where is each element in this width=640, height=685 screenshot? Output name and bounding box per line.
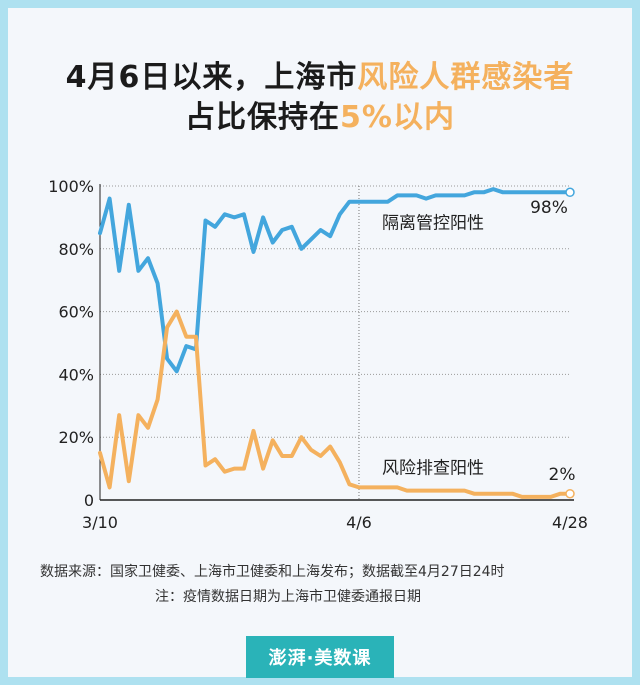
x-tick-label: 3/10 bbox=[82, 513, 118, 532]
series-name-label: 隔离管控阳性 bbox=[382, 214, 484, 234]
x-tick-label: 4/6 bbox=[346, 513, 372, 532]
series-end-marker bbox=[565, 488, 575, 499]
title-text: 4月6日以来，上海市 bbox=[65, 60, 358, 95]
y-tick-label: 20% bbox=[58, 428, 94, 447]
y-tick-label: 80% bbox=[58, 240, 94, 259]
data-source-note: 数据来源：国家卫健委、上海市卫健委和上海发布；数据截至4月27日24时 bbox=[40, 564, 505, 580]
isolated-series-line bbox=[98, 187, 572, 374]
series-name-label: 风险排查阳性 bbox=[382, 458, 484, 478]
date-remark-note: 注：疫情数据日期为上海市卫健委通报日期 bbox=[155, 589, 421, 605]
title-line-1: 4月6日以来，上海市风险人群感染者 bbox=[0, 52, 640, 96]
title-highlight-2: 5%以内 bbox=[340, 100, 455, 135]
y-tick-label: 0 bbox=[84, 491, 94, 510]
y-tick-label: 60% bbox=[58, 303, 94, 322]
series-end-label: 98% bbox=[530, 198, 568, 218]
series-end-marker bbox=[565, 187, 575, 198]
logo-text: 澎湃·美数课 bbox=[268, 648, 372, 669]
series-end-label: 2% bbox=[549, 465, 576, 485]
y-tick-label: 40% bbox=[58, 365, 94, 384]
title-text-2: 占比保持在 bbox=[185, 100, 341, 135]
title-line-2: 占比保持在5%以内 bbox=[0, 92, 640, 136]
screening-series-line bbox=[98, 309, 572, 499]
title-highlight: 风险人群感染者 bbox=[357, 60, 575, 95]
x-tick-label: 4/28 bbox=[552, 513, 588, 532]
poster-frame bbox=[8, 8, 632, 677]
y-tick-label: 100% bbox=[48, 177, 94, 196]
brand-logo: 澎湃·美数课 bbox=[246, 636, 394, 678]
